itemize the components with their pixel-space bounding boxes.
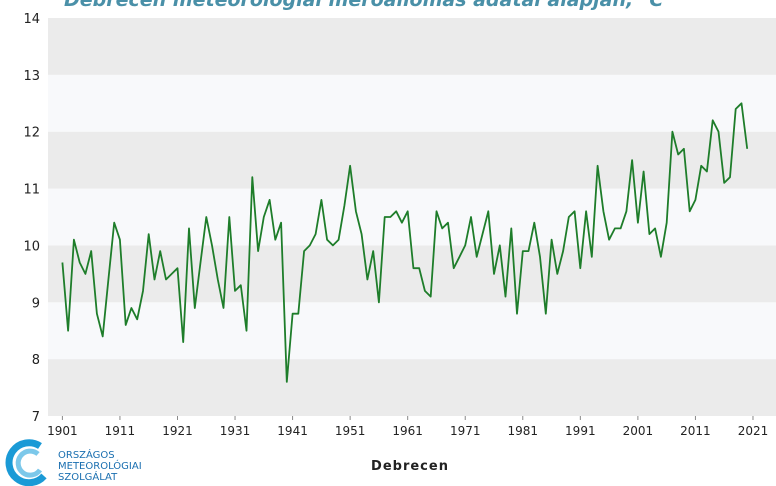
logo: ORSZÁGOS METEOROLÓGIAI SZOLGÁLAT	[5, 439, 142, 486]
y-tick-label: 11	[23, 183, 40, 198]
x-tick-label: 2011	[680, 424, 711, 438]
grid-band	[48, 359, 776, 416]
plot: 7 8 9 10 11 12 13 14 1901 1911 1921 1931 1941 1951 196…	[23, 12, 776, 438]
logo-swirl-inner	[15, 448, 43, 478]
x-tick-label: 1951	[335, 424, 366, 438]
x-tick-label: 1901	[47, 424, 78, 438]
x-tick-label: 1921	[162, 424, 193, 438]
y-tick-label: 8	[32, 353, 40, 368]
y-tick-label: 10	[23, 239, 40, 254]
logo-text: ORSZÁGOS	[58, 448, 115, 461]
x-tick-label: 1931	[220, 424, 251, 438]
y-tick-label: 12	[23, 126, 40, 141]
logo-text: METEOROLÓGIAI	[58, 459, 142, 472]
chart-title: Debrecen meteorológiai mérőállomás adata…	[64, 0, 663, 11]
x-tick-label: 1971	[450, 424, 481, 438]
x-axis-label: Debrecen	[371, 459, 449, 474]
logo-swirl	[5, 439, 47, 486]
y-tick-label: 14	[23, 12, 40, 27]
line	[61, 102, 749, 383]
grid-band	[48, 74, 776, 132]
y-tick-label: 9	[32, 296, 40, 311]
y-tick-label: 13	[23, 69, 40, 84]
x-tick-label: 1941	[277, 424, 308, 438]
x-tick-label: 1961	[392, 424, 423, 438]
y-tick-label: 7	[32, 410, 40, 425]
x-tick-label: 2021	[738, 424, 769, 438]
x-tick-label: 1911	[105, 424, 136, 438]
grid-band	[48, 188, 776, 246]
grid-band	[48, 302, 776, 360]
grid-band	[48, 131, 776, 189]
grid-band	[48, 18, 776, 75]
x-tick-label: 1981	[508, 424, 539, 438]
x-tick-label: 2001	[623, 424, 654, 438]
x-tick-label: 1991	[565, 424, 596, 438]
logo-text: SZOLGÁLAT	[58, 470, 118, 483]
